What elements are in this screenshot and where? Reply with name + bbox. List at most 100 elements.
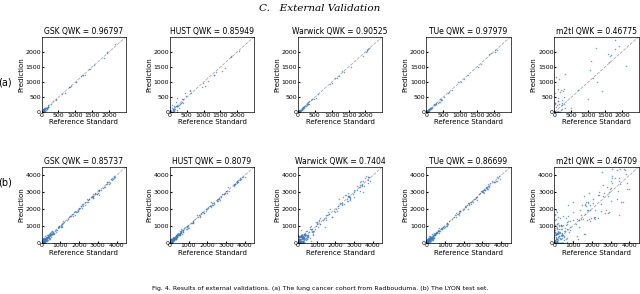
- Point: [300, 233, 310, 238]
- Point: [293, 240, 303, 245]
- Point: [355, 184, 365, 189]
- Point: [65, 84, 75, 89]
- Point: [296, 240, 306, 244]
- Point: [36, 110, 47, 114]
- Point: [37, 240, 47, 245]
- Point: [425, 235, 435, 239]
- Point: [174, 232, 184, 237]
- Point: [298, 105, 308, 110]
- Point: [341, 193, 351, 197]
- Point: [170, 235, 180, 239]
- Point: [77, 73, 88, 78]
- Point: [165, 239, 175, 244]
- Point: [552, 231, 562, 235]
- Point: [356, 179, 367, 183]
- Point: [296, 238, 306, 243]
- Point: [57, 222, 67, 227]
- Point: [299, 105, 309, 109]
- Point: [294, 240, 304, 245]
- Point: [308, 231, 318, 236]
- Point: [36, 239, 47, 244]
- Point: [164, 238, 175, 243]
- Point: [38, 108, 48, 112]
- Point: [56, 224, 67, 228]
- Point: [44, 235, 54, 240]
- Point: [363, 181, 373, 186]
- Point: [293, 234, 303, 238]
- Point: [439, 223, 449, 228]
- Point: [602, 193, 612, 198]
- Point: [178, 229, 188, 234]
- Point: [472, 194, 482, 199]
- Point: [296, 109, 306, 114]
- Point: [166, 240, 177, 244]
- Point: [296, 108, 306, 112]
- Point: [67, 214, 77, 218]
- Point: [327, 215, 337, 219]
- Point: [321, 218, 331, 223]
- Point: [300, 236, 310, 241]
- Point: [484, 183, 495, 188]
- Point: [557, 240, 567, 245]
- Point: [554, 233, 564, 238]
- Point: [44, 105, 54, 109]
- Point: [466, 202, 476, 206]
- Point: [300, 236, 310, 241]
- Point: [552, 110, 562, 115]
- Point: [170, 236, 180, 240]
- Point: [302, 101, 312, 106]
- Point: [433, 228, 444, 233]
- Point: [84, 67, 95, 71]
- Point: [294, 240, 304, 245]
- Point: [559, 95, 570, 100]
- Point: [166, 240, 176, 245]
- Point: [229, 183, 239, 188]
- Point: [423, 240, 433, 244]
- Point: [293, 240, 303, 245]
- Point: [308, 230, 318, 235]
- Point: [37, 240, 47, 245]
- Point: [359, 184, 369, 189]
- Point: [168, 236, 179, 241]
- Point: [165, 108, 175, 113]
- Point: [454, 209, 464, 213]
- Point: [575, 207, 586, 212]
- Point: [479, 187, 489, 192]
- Point: [41, 235, 51, 240]
- Point: [549, 240, 559, 245]
- Point: [574, 218, 584, 223]
- Point: [237, 175, 247, 179]
- Point: [45, 233, 55, 238]
- Point: [430, 232, 440, 237]
- Point: [483, 184, 493, 189]
- Point: [422, 239, 432, 243]
- Point: [178, 97, 188, 102]
- Point: [605, 179, 616, 184]
- Point: [172, 103, 182, 108]
- Point: [421, 239, 431, 244]
- Point: [435, 226, 445, 231]
- Point: [57, 225, 67, 230]
- Point: [168, 236, 178, 241]
- Point: [44, 235, 54, 240]
- Point: [45, 233, 55, 237]
- Point: [38, 239, 49, 243]
- Point: [298, 239, 308, 244]
- Point: [422, 239, 432, 243]
- Point: [293, 109, 303, 113]
- Point: [102, 50, 113, 55]
- Point: [295, 238, 305, 243]
- Point: [614, 166, 625, 171]
- Point: [169, 104, 179, 108]
- Point: [552, 240, 563, 245]
- Point: [554, 240, 564, 245]
- Point: [477, 188, 488, 192]
- Point: [104, 182, 115, 187]
- Point: [555, 231, 565, 235]
- Point: [294, 108, 305, 112]
- Point: [182, 224, 193, 228]
- Point: [166, 240, 177, 244]
- Point: [421, 240, 431, 245]
- Point: [109, 176, 120, 181]
- Point: [303, 234, 313, 239]
